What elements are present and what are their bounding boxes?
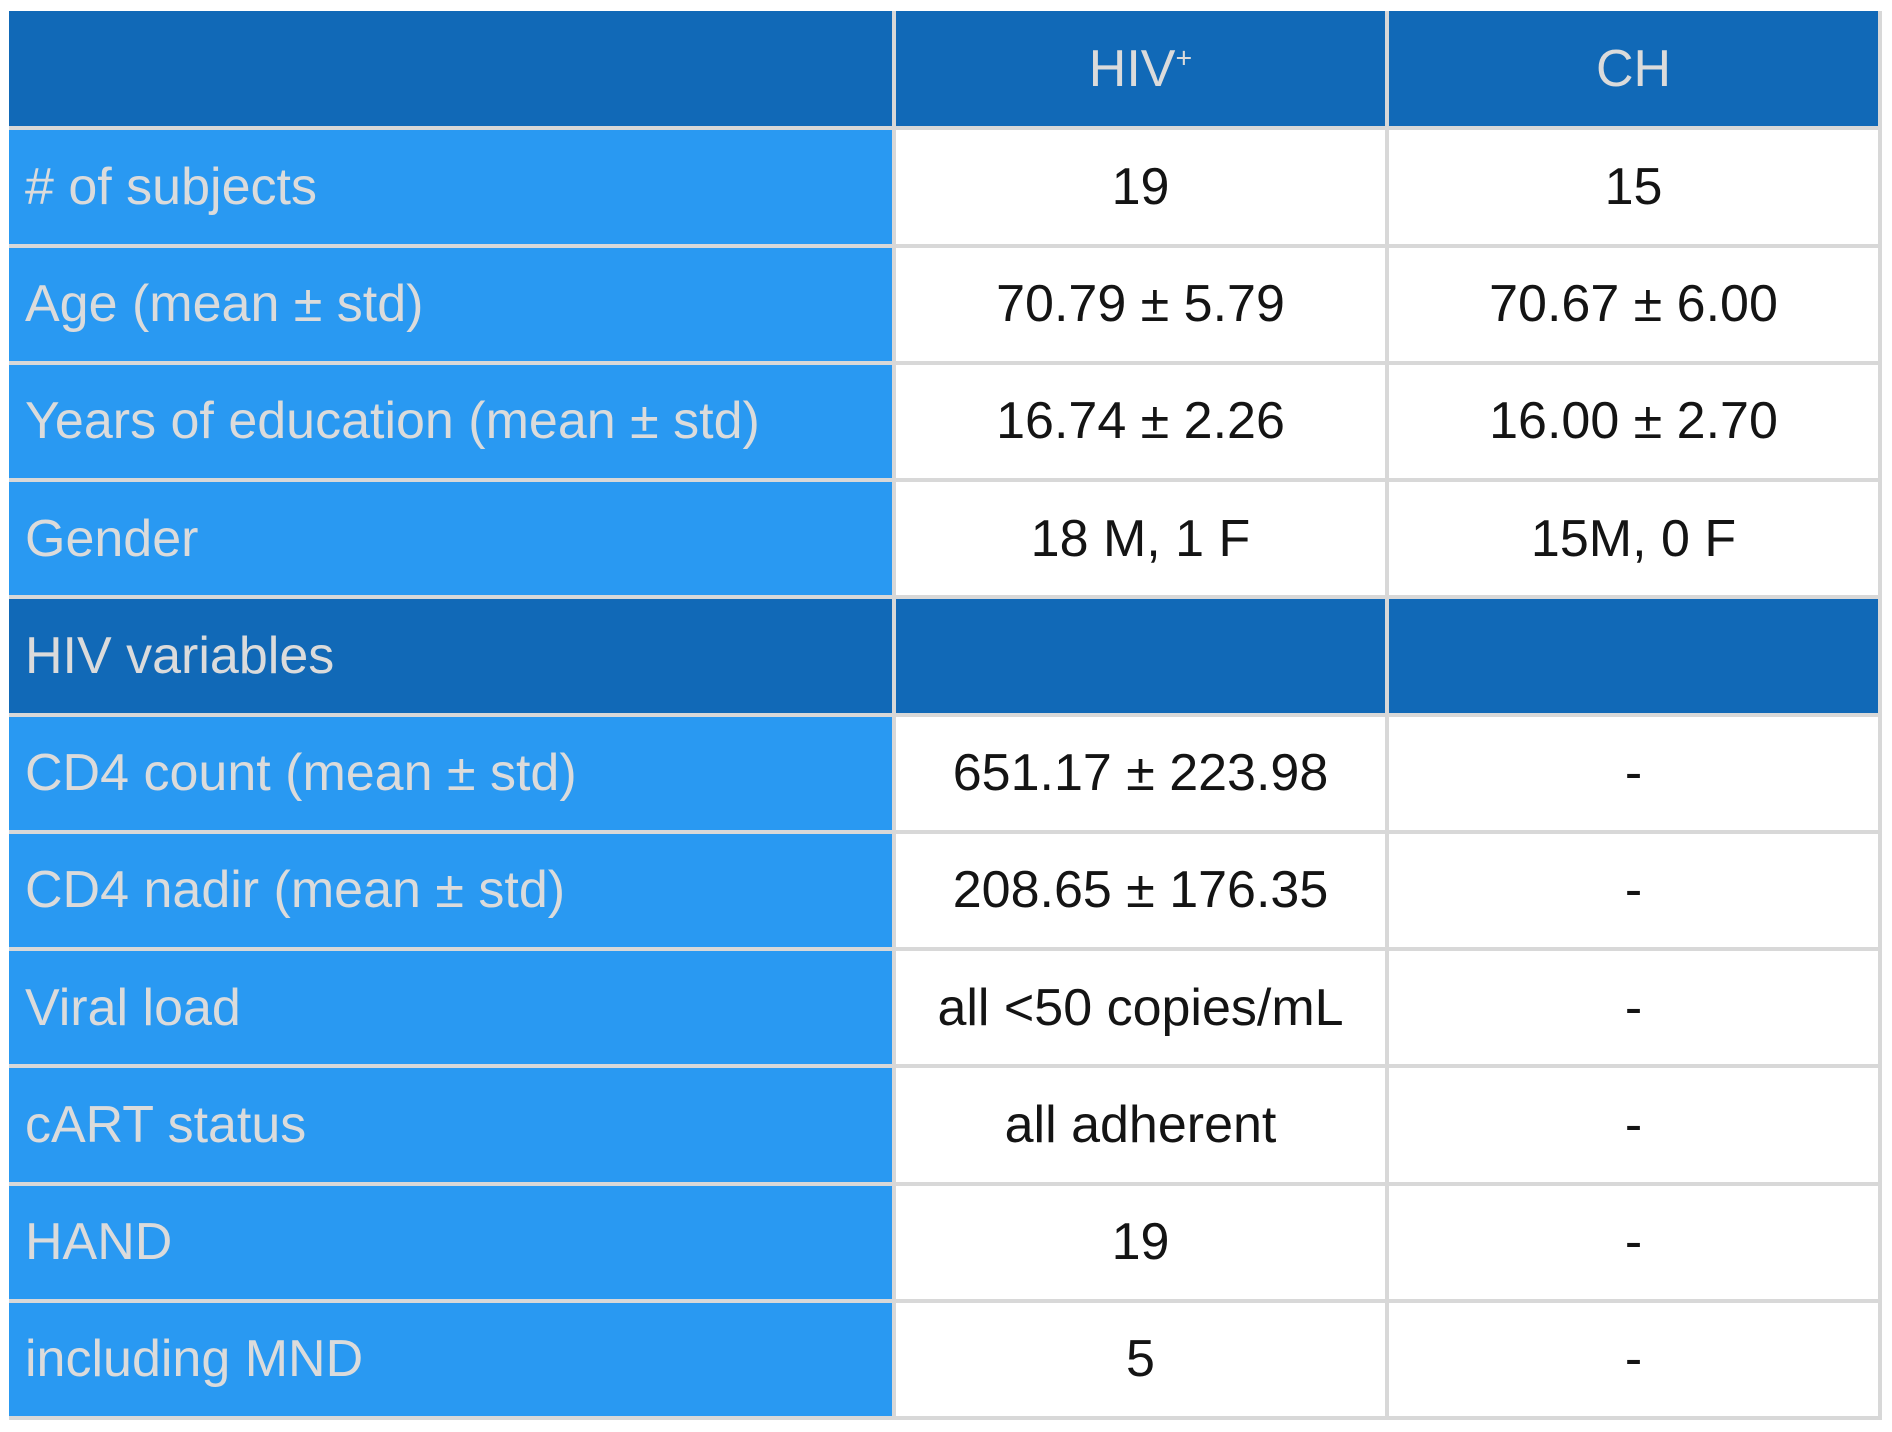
- row-label: # of subjects: [9, 128, 896, 248]
- hiv-value: 19: [894, 1183, 1389, 1303]
- subject-demographics-table: HIV+ CH # of subjects 19 15 Age (mean ± …: [9, 11, 1882, 1421]
- header-ch-group: CH: [1387, 11, 1882, 131]
- hiv-value: 19: [894, 128, 1389, 248]
- row-label: HAND: [9, 1183, 896, 1303]
- table-row-subjects: # of subjects 19 15: [9, 128, 1882, 248]
- hiv-value: 651.17 ± 223.98: [894, 714, 1389, 834]
- hiv-value: all adherent: [894, 1066, 1389, 1186]
- ch-value: 15M, 0 F: [1387, 480, 1882, 600]
- table-row-viral-load: Viral load all <50 copies/mL -: [9, 949, 1882, 1069]
- table-row-cd4-nadir: CD4 nadir (mean ± std) 208.65 ± 176.35 -: [9, 831, 1882, 952]
- header-hiv-label: HIV: [1088, 39, 1176, 98]
- row-label: CD4 count (mean ± std): [9, 714, 896, 834]
- row-label: including MND: [9, 1300, 896, 1421]
- header-corner-cell: [9, 11, 896, 131]
- hiv-value: all <50 copies/mL: [894, 949, 1389, 1069]
- table-row-education: Years of education (mean ± std) 16.74 ± …: [9, 362, 1882, 483]
- table-row-including-mnd: including MND 5 -: [9, 1300, 1882, 1421]
- ch-value: -: [1387, 1183, 1882, 1303]
- hiv-value: 16.74 ± 2.26: [894, 362, 1389, 483]
- table-row-cd4-count: CD4 count (mean ± std) 651.17 ± 223.98 -: [9, 714, 1882, 834]
- row-label: Gender: [9, 480, 896, 600]
- header-hiv-group: HIV+: [894, 11, 1389, 131]
- row-label: Age (mean ± std): [9, 245, 896, 365]
- table-row-hand: HAND 19 -: [9, 1183, 1882, 1303]
- ch-value: -: [1387, 949, 1882, 1069]
- header-hiv-superscript: +: [1175, 42, 1193, 75]
- row-label: CD4 nadir (mean ± std): [9, 831, 896, 952]
- table-row-gender: Gender 18 M, 1 F 15M, 0 F: [9, 480, 1882, 600]
- hiv-value: 5: [894, 1300, 1389, 1421]
- ch-value: -: [1387, 714, 1882, 834]
- section-hiv-cell: [894, 597, 1389, 717]
- ch-value: -: [1387, 1300, 1882, 1421]
- table-row-age: Age (mean ± std) 70.79 ± 5.79 70.67 ± 6.…: [9, 245, 1882, 365]
- ch-value: 15: [1387, 128, 1882, 248]
- hiv-value: 70.79 ± 5.79: [894, 245, 1389, 365]
- table-section-row-hiv-variables: HIV variables: [9, 597, 1882, 717]
- row-label: Viral load: [9, 949, 896, 1069]
- ch-value: -: [1387, 831, 1882, 952]
- ch-value: 16.00 ± 2.70: [1387, 362, 1882, 483]
- hiv-value: 18 M, 1 F: [894, 480, 1389, 600]
- section-ch-cell: [1387, 597, 1882, 717]
- table-header-row: HIV+ CH: [9, 11, 1882, 131]
- row-label: Years of education (mean ± std): [9, 362, 896, 483]
- section-label: HIV variables: [9, 597, 896, 717]
- row-label: cART status: [9, 1066, 896, 1186]
- hiv-value: 208.65 ± 176.35: [894, 831, 1389, 952]
- table-row-cart-status: cART status all adherent -: [9, 1066, 1882, 1186]
- ch-value: 70.67 ± 6.00: [1387, 245, 1882, 365]
- ch-value: -: [1387, 1066, 1882, 1186]
